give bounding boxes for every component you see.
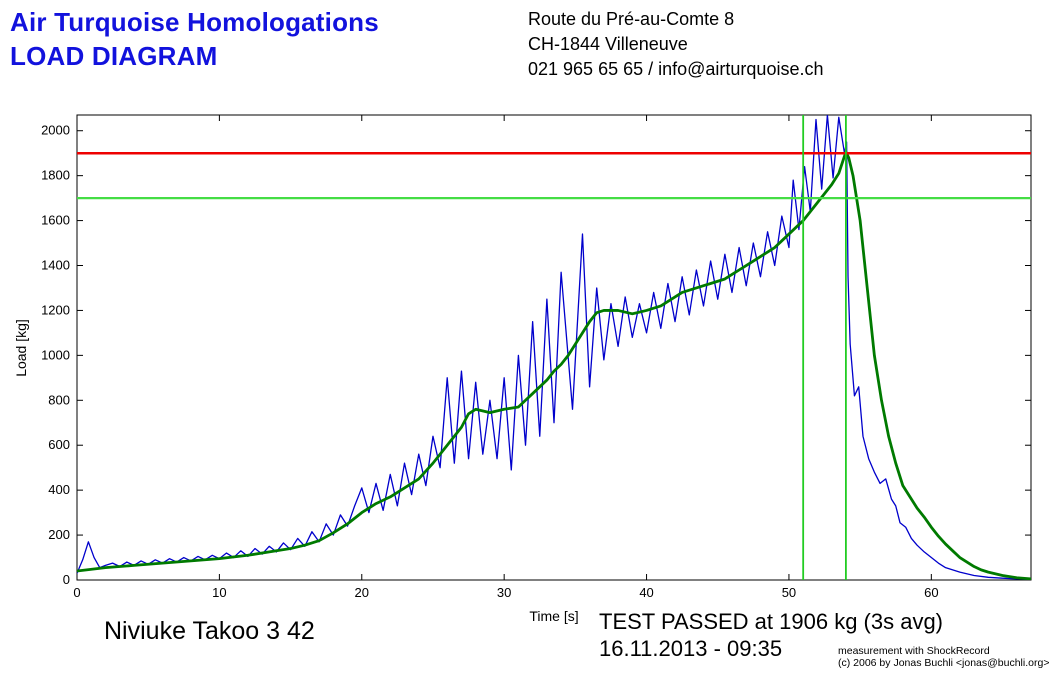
- plot-box: [76, 114, 1032, 581]
- x-tick-label: 60: [924, 585, 938, 600]
- y-tick-label: 200: [48, 527, 70, 542]
- x-axis-label: Time [s]: [529, 608, 579, 624]
- software-credit: measurement with ShockRecord (c) 2006 by…: [838, 645, 1049, 669]
- report-title: Air Turquoise Homologations LOAD DIAGRAM: [10, 5, 379, 73]
- y-tick-label: 1200: [41, 302, 70, 317]
- x-tick-label: 10: [212, 585, 226, 600]
- y-tick-label: 2000: [41, 123, 70, 138]
- address-line1: Route du Pré-au-Comte 8: [528, 9, 735, 29]
- y-tick-label: 1000: [41, 347, 70, 362]
- address-line3: 021 965 65 65 / info@airturquoise.ch: [528, 59, 824, 79]
- x-tick-label: 50: [782, 585, 796, 600]
- y-tick-label: 1800: [41, 168, 70, 183]
- y-tick-label: 400: [48, 482, 70, 497]
- series-avg-3s: [77, 150, 1031, 580]
- x-tick-label: 30: [497, 585, 511, 600]
- test-datetime: 16.11.2013 - 09:35: [599, 636, 783, 661]
- chart-canvas: 0 10 20 30 40 50 60020040060080010001200140016…: [41, 114, 1032, 600]
- credit-line1: measurement with ShockRecord: [838, 645, 990, 657]
- load-chart: 0 10 20 30 40 50 60 0 200 400 600 800 1000 1200 1400 16…: [0, 103, 1055, 633]
- x-tick-label: 0: [73, 585, 80, 600]
- report-title-line2: LOAD DIAGRAM: [10, 41, 218, 71]
- y-tick-label: 1400: [41, 258, 70, 273]
- address-line2: CH-1844 Villeneuve: [528, 34, 688, 54]
- x-tick-label: 40: [639, 585, 653, 600]
- y-tick-label: 1600: [41, 213, 70, 228]
- y-tick-label: 600: [48, 437, 70, 452]
- test-result-block: TEST PASSED at 1906 kg (3s avg) 16.11.20…: [599, 608, 943, 662]
- y-tick-label: 800: [48, 392, 70, 407]
- wing-name: Niviuke Takoo 3 42: [104, 617, 315, 645]
- y-tick-label: 0: [63, 572, 70, 587]
- lab-address: Route du Pré-au-Comte 8 CH-1844 Villeneu…: [528, 7, 823, 82]
- report-title-line1: Air Turquoise Homologations: [10, 7, 379, 37]
- test-result-line: TEST PASSED at 1906 kg (3s avg): [599, 609, 944, 634]
- y-axis-label: Load [kg]: [13, 319, 29, 377]
- x-tick-label: 20: [355, 585, 369, 600]
- credit-line2: (c) 2006 by Jonas Buchli <jonas@buchli.o…: [838, 657, 1050, 669]
